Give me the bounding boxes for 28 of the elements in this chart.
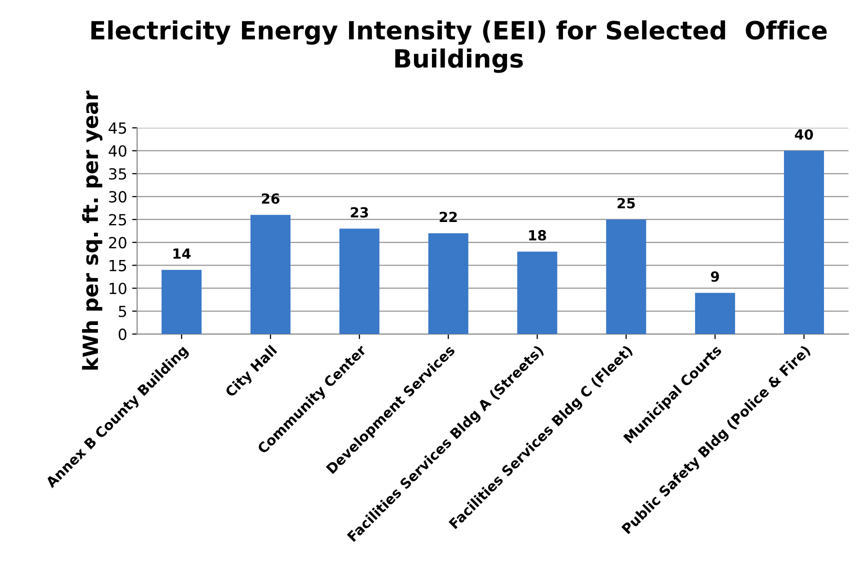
bar (695, 292, 736, 334)
chart-title: Electricity Energy Intensity (EEI) for Selected Office Buildings (91, 20, 827, 73)
y-tick-label: 5 (118, 306, 126, 318)
y-tick-label: 0 (118, 328, 126, 340)
bar (162, 270, 202, 334)
y-tick-label: 30 (109, 191, 126, 203)
data-label: 14 (173, 248, 191, 259)
y-tick-label: 35 (109, 168, 126, 180)
y-tick-label: 10 (110, 282, 126, 294)
data-label: 22 (440, 212, 457, 222)
y-tick-label: 40 (108, 145, 126, 157)
y-axis-title: kWh per sq. ft. per year (82, 90, 102, 370)
bar (250, 214, 290, 334)
y-tick-label: 15 (110, 260, 126, 272)
bar (606, 219, 646, 334)
data-label: 40 (794, 129, 813, 140)
bar (339, 228, 380, 334)
y-tick-label: 45 (108, 122, 126, 134)
data-label: 9 (710, 271, 720, 282)
bar (784, 150, 824, 334)
data-label: 25 (618, 198, 635, 208)
bar (428, 233, 468, 334)
data-label: 18 (529, 230, 546, 241)
data-label: 23 (350, 207, 368, 218)
bar (517, 252, 558, 334)
data-label: 26 (262, 193, 280, 204)
y-tick-label: 20 (109, 236, 126, 248)
y-tick-label: 25 (109, 214, 126, 226)
